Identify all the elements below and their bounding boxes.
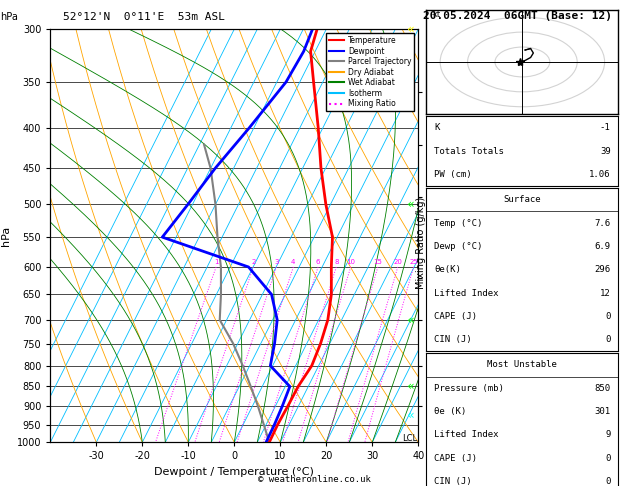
Text: 0: 0 [605,454,611,463]
Text: CIN (J): CIN (J) [434,335,472,344]
Text: 20: 20 [393,259,402,265]
Text: «: « [407,23,415,35]
Text: 6.9: 6.9 [594,242,611,251]
Text: Surface: Surface [504,195,541,204]
Text: PW (cm): PW (cm) [434,170,472,179]
Text: 8: 8 [334,259,338,265]
Text: 12: 12 [600,289,611,297]
Text: -1: -1 [600,123,611,132]
Text: 15: 15 [374,259,382,265]
Text: 10: 10 [346,259,355,265]
Legend: Temperature, Dewpoint, Parcel Trajectory, Dry Adiabat, Wet Adiabat, Isotherm, Mi: Temperature, Dewpoint, Parcel Trajectory… [326,33,415,111]
Text: hPa: hPa [0,12,18,22]
Y-axis label: hPa: hPa [1,226,11,246]
Text: Pressure (mb): Pressure (mb) [434,384,504,393]
Text: Most Unstable: Most Unstable [487,361,557,369]
Text: 0: 0 [605,335,611,344]
Text: LCL: LCL [402,434,417,443]
Text: 0: 0 [605,312,611,321]
Text: 2: 2 [251,259,255,265]
Text: Lifted Index: Lifted Index [434,431,499,439]
Text: 7.6: 7.6 [594,219,611,227]
X-axis label: Dewpoint / Temperature (°C): Dewpoint / Temperature (°C) [154,467,314,477]
Text: Temp (°C): Temp (°C) [434,219,482,227]
Text: Mixing Ratio (g/kg): Mixing Ratio (g/kg) [416,197,426,289]
Text: K: K [434,123,440,132]
Text: 39: 39 [600,147,611,156]
Text: 850: 850 [594,384,611,393]
Text: © weatheronline.co.uk: © weatheronline.co.uk [258,474,371,484]
Text: 3: 3 [274,259,279,265]
Text: 6: 6 [316,259,320,265]
Text: 25: 25 [409,259,418,265]
Text: kt: kt [432,10,440,19]
Text: Totals Totals: Totals Totals [434,147,504,156]
Text: «: « [407,409,415,422]
Text: «: « [407,198,415,211]
Y-axis label: km
ASL: km ASL [441,225,459,246]
Text: «: « [407,380,415,393]
Text: Lifted Index: Lifted Index [434,289,499,297]
Text: 20.05.2024  06GMT (Base: 12): 20.05.2024 06GMT (Base: 12) [423,11,612,21]
Text: CIN (J): CIN (J) [434,477,472,486]
Text: 4: 4 [291,259,296,265]
Text: 296: 296 [594,265,611,274]
Text: θe(K): θe(K) [434,265,461,274]
Text: 1: 1 [214,259,218,265]
Text: 1.06: 1.06 [589,170,611,179]
Text: CAPE (J): CAPE (J) [434,312,477,321]
Text: 9: 9 [605,431,611,439]
Text: 52°12'N  0°11'E  53m ASL: 52°12'N 0°11'E 53m ASL [63,12,225,22]
Text: Dewp (°C): Dewp (°C) [434,242,482,251]
Text: 0: 0 [605,477,611,486]
Text: 301: 301 [594,407,611,416]
Text: «: « [407,313,415,327]
Text: CAPE (J): CAPE (J) [434,454,477,463]
Text: θe (K): θe (K) [434,407,466,416]
